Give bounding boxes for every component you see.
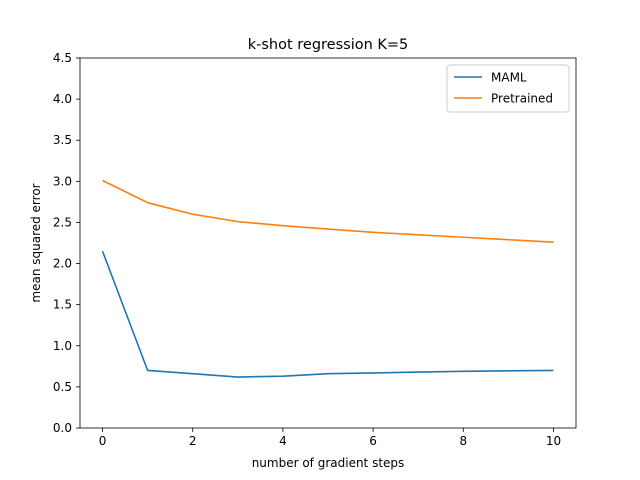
y-axis: 0.0 0.5 1.0 1.5 2.0 2.5 3.0 3.5 4.0 4.5 [53, 51, 80, 435]
y-tick-label: 0.0 [53, 421, 72, 435]
x-tick-label: 4 [279, 434, 287, 448]
x-axis-label: number of gradient steps [252, 456, 405, 470]
plot-area [79, 57, 577, 429]
x-axis: 0 2 4 6 8 10 [99, 428, 561, 448]
x-tick-label: 6 [369, 434, 377, 448]
y-tick-label: 2.0 [53, 257, 72, 271]
y-tick-label: 3.5 [53, 133, 72, 147]
y-tick-label: 1.0 [53, 339, 72, 353]
series-line-pretrained [102, 179, 554, 243]
series-line-maml [101, 250, 554, 378]
chart-title: k-shot regression K=5 [248, 37, 409, 53]
legend: MAML Pretrained [446, 64, 570, 113]
legend-label-maml: MAML [491, 71, 527, 85]
y-tick-label: 1.5 [53, 298, 72, 312]
x-tick-label: 10 [546, 434, 561, 448]
axes-frame [79, 57, 577, 429]
y-tick-label: 4.0 [53, 92, 72, 106]
plot-background [80, 58, 576, 428]
y-tick-label: 3.0 [53, 174, 72, 188]
y-tick-label: 2.5 [53, 215, 72, 229]
x-tick-label: 8 [459, 434, 467, 448]
legend-label-pretrained: Pretrained [491, 92, 553, 106]
y-tick-label: 4.5 [53, 51, 72, 65]
y-axis-label: mean squared error [29, 183, 43, 302]
x-tick-label: 0 [99, 434, 107, 448]
x-tick-label: 2 [189, 434, 197, 448]
y-tick-label: 0.5 [53, 380, 72, 394]
series-layer [101, 179, 554, 378]
